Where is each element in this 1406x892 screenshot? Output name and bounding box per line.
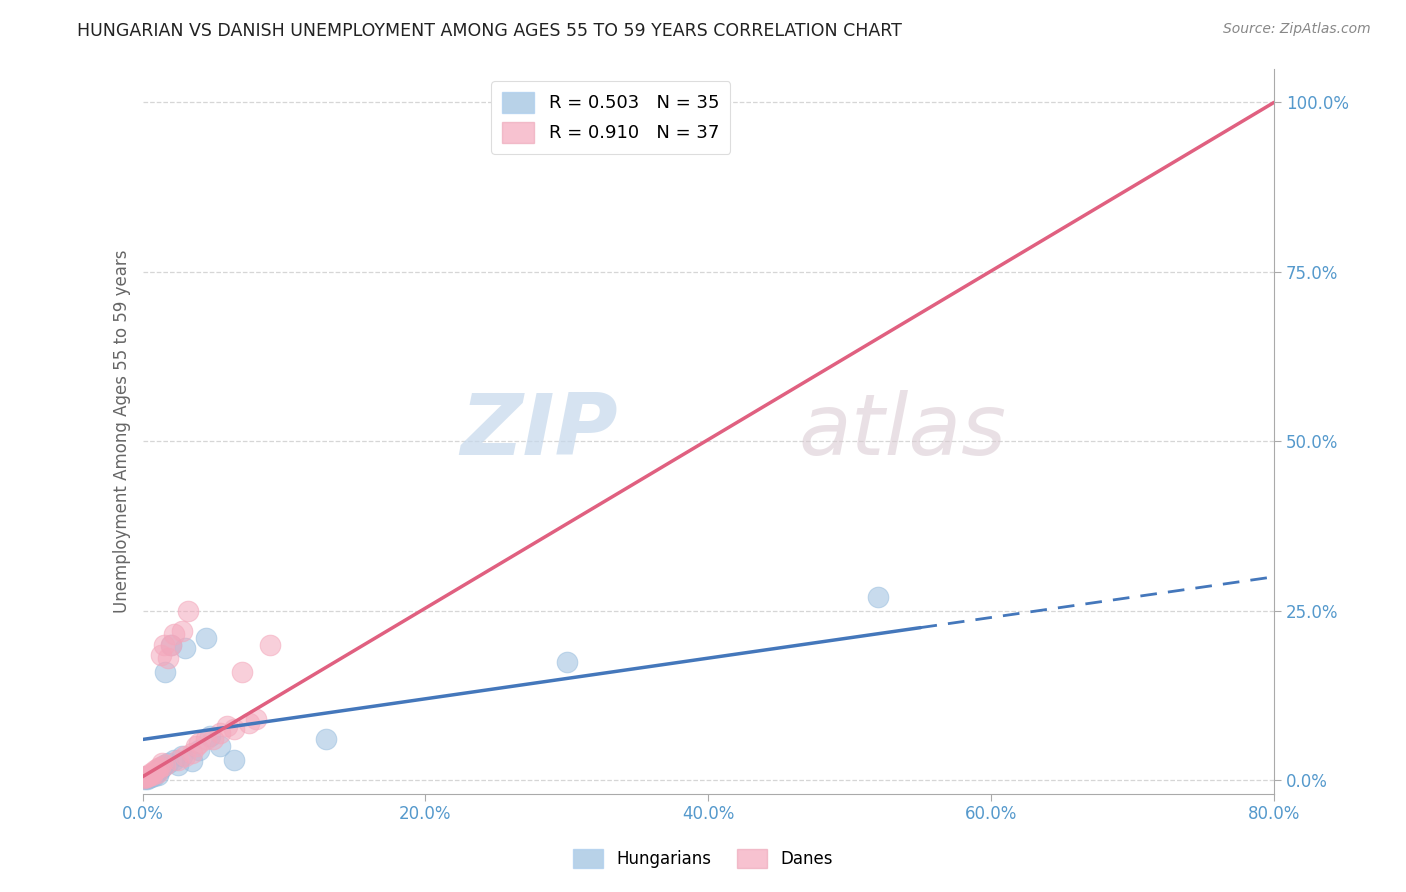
Point bbox=[181, 754, 204, 768]
Point bbox=[135, 770, 157, 784]
Point bbox=[177, 604, 200, 618]
Point bbox=[143, 766, 166, 780]
Point bbox=[141, 767, 163, 781]
Point bbox=[245, 712, 267, 726]
Text: ZIP: ZIP bbox=[460, 390, 617, 473]
Point bbox=[142, 769, 165, 783]
Point bbox=[1291, 109, 1313, 123]
Point bbox=[146, 767, 169, 781]
Point bbox=[149, 761, 172, 775]
Point bbox=[152, 758, 174, 772]
Point bbox=[142, 764, 165, 779]
Point bbox=[202, 732, 225, 747]
Point bbox=[136, 769, 159, 783]
Point bbox=[132, 771, 155, 785]
Point bbox=[315, 732, 337, 747]
Point bbox=[146, 761, 169, 775]
Point bbox=[138, 768, 160, 782]
Point bbox=[135, 770, 157, 784]
Point bbox=[150, 756, 173, 771]
Point bbox=[224, 753, 246, 767]
Point bbox=[167, 753, 190, 767]
Point bbox=[159, 638, 181, 652]
Point bbox=[224, 723, 246, 737]
Point bbox=[134, 771, 156, 785]
Point bbox=[209, 739, 232, 754]
Point bbox=[163, 627, 186, 641]
Point bbox=[231, 665, 253, 679]
Point bbox=[145, 764, 167, 779]
Point bbox=[136, 769, 159, 783]
Point bbox=[156, 651, 179, 665]
Point bbox=[136, 771, 159, 785]
Point bbox=[145, 766, 167, 780]
Point bbox=[156, 756, 179, 771]
Point bbox=[152, 638, 174, 652]
Point bbox=[259, 638, 281, 652]
Point bbox=[139, 770, 162, 784]
Point bbox=[159, 638, 181, 652]
Point bbox=[138, 771, 160, 785]
Point bbox=[181, 746, 204, 760]
Point bbox=[138, 767, 160, 781]
Point bbox=[174, 640, 197, 655]
Point bbox=[172, 749, 194, 764]
Legend: R = 0.503   N = 35, R = 0.910   N = 37: R = 0.503 N = 35, R = 0.910 N = 37 bbox=[491, 81, 730, 153]
Point bbox=[132, 772, 155, 786]
Text: atlas: atlas bbox=[799, 390, 1007, 473]
Point bbox=[148, 759, 170, 773]
Point bbox=[209, 725, 232, 739]
Legend: Hungarians, Danes: Hungarians, Danes bbox=[567, 842, 839, 875]
Point bbox=[134, 771, 156, 785]
Text: Source: ZipAtlas.com: Source: ZipAtlas.com bbox=[1223, 22, 1371, 37]
Point bbox=[149, 648, 172, 662]
Y-axis label: Unemployment Among Ages 55 to 59 years: Unemployment Among Ages 55 to 59 years bbox=[114, 250, 131, 613]
Point bbox=[163, 753, 186, 767]
Point bbox=[195, 732, 218, 747]
Point bbox=[186, 739, 208, 754]
Point bbox=[134, 771, 156, 785]
Point bbox=[153, 665, 176, 679]
Point bbox=[866, 590, 889, 604]
Point bbox=[134, 769, 156, 783]
Point bbox=[167, 758, 190, 772]
Text: HUNGARIAN VS DANISH UNEMPLOYMENT AMONG AGES 55 TO 59 YEARS CORRELATION CHART: HUNGARIAN VS DANISH UNEMPLOYMENT AMONG A… bbox=[77, 22, 903, 40]
Point bbox=[141, 768, 163, 782]
Point bbox=[188, 742, 211, 756]
Point bbox=[148, 763, 170, 777]
Point bbox=[174, 749, 197, 764]
Point bbox=[143, 763, 166, 777]
Point bbox=[172, 624, 194, 638]
Point bbox=[195, 631, 218, 645]
Point bbox=[238, 715, 260, 730]
Point bbox=[200, 729, 222, 743]
Point bbox=[555, 655, 578, 669]
Point bbox=[188, 736, 211, 750]
Point bbox=[150, 759, 173, 773]
Point bbox=[217, 719, 239, 733]
Point bbox=[139, 766, 162, 780]
Point bbox=[135, 772, 157, 786]
Point bbox=[153, 758, 176, 772]
